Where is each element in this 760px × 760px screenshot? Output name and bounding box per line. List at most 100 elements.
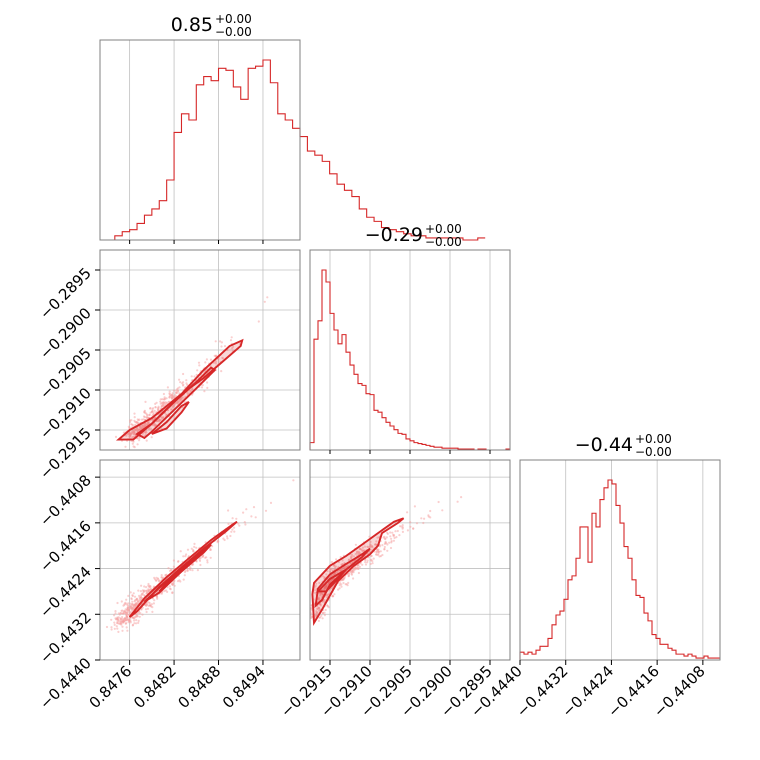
scatter-point — [366, 559, 369, 562]
scatter-point — [126, 608, 129, 611]
scatter-point — [368, 535, 371, 538]
scatter-point — [132, 424, 135, 427]
scatter-point — [401, 524, 404, 527]
scatter-point — [406, 529, 409, 532]
scatter-point — [205, 358, 208, 361]
scatter-point — [160, 416, 163, 419]
scatter-point — [354, 553, 357, 556]
scatter-point — [168, 585, 171, 588]
scatter-point — [413, 505, 416, 508]
scatter-point — [369, 559, 372, 562]
scatter-point — [174, 394, 177, 397]
scatter-point — [423, 517, 426, 520]
scatter-point — [131, 594, 134, 598]
scatter-point — [406, 511, 409, 514]
scatter-point — [171, 591, 174, 595]
scatter-point — [244, 523, 247, 526]
x-tick-label-0-1: 0.8482 — [130, 662, 180, 712]
scatter-point — [122, 431, 125, 434]
scatter-point — [132, 430, 135, 433]
scatter-point — [338, 587, 341, 590]
scatter-point — [178, 378, 181, 381]
scatter-point — [138, 596, 141, 599]
scatter-point — [132, 435, 135, 438]
scatter-point — [386, 532, 389, 536]
contour-level-0-1 — [135, 366, 217, 440]
scatter-point — [155, 401, 158, 404]
histogram-step-2 — [519, 479, 720, 660]
scatter-point — [388, 541, 391, 544]
scatter-point — [146, 591, 149, 594]
scatter-point — [131, 623, 135, 627]
scatter-point — [142, 415, 146, 418]
scatter-point — [196, 369, 199, 372]
scatter-point — [136, 428, 139, 431]
scatter-point — [317, 596, 320, 599]
scatter-point — [132, 592, 135, 595]
scatter-point — [437, 500, 440, 504]
scatter-point — [233, 526, 236, 529]
scatter-point — [140, 608, 143, 611]
scatter-point — [113, 623, 116, 627]
scatter-point — [120, 600, 123, 603]
scatter-point — [390, 540, 393, 543]
scatter-point — [383, 537, 387, 540]
scatter-point — [233, 530, 236, 533]
scatter-point — [242, 511, 245, 514]
scatter-point — [145, 416, 148, 419]
scatter-point — [326, 583, 329, 586]
scatter-point — [157, 580, 160, 583]
scatter-point — [192, 548, 195, 552]
scatter-point — [138, 594, 141, 598]
histogram-title-plus-0: +0.00 — [215, 12, 252, 26]
scatter-point — [170, 408, 173, 411]
histogram-step-0 — [114, 59, 486, 241]
scatter-point — [157, 420, 160, 423]
scatter-point — [172, 559, 175, 562]
scatter-point — [113, 627, 116, 630]
scatter-point — [326, 570, 329, 573]
scatter-point — [143, 410, 146, 413]
scatter-panel-1-2 — [309, 459, 511, 661]
scatter-point — [364, 561, 367, 564]
scatter-point — [394, 530, 397, 533]
histogram-title-value-1: −0.29 — [365, 224, 423, 246]
scatter-point — [151, 610, 154, 614]
scatter-point — [136, 603, 139, 606]
scatter-point — [157, 405, 160, 408]
scatter-point — [326, 593, 329, 596]
scatter-point — [392, 539, 395, 542]
scatter-point — [314, 584, 317, 588]
scatter-point — [110, 618, 113, 621]
contour-level-0-2 — [151, 401, 190, 435]
scatter-point — [245, 508, 248, 511]
scatter-point — [114, 610, 117, 613]
scatter-point — [321, 593, 324, 596]
scatter-point — [266, 296, 269, 299]
scatter-point — [110, 626, 113, 629]
scatter-point — [121, 616, 124, 619]
scatter-point — [345, 565, 348, 568]
scatter-point — [415, 522, 419, 525]
scatter-point — [131, 442, 134, 445]
scatter-point — [161, 398, 164, 401]
scatter-point — [177, 560, 180, 563]
scatter-point — [163, 398, 166, 401]
scatter-point — [396, 529, 399, 533]
scatter-point — [128, 608, 131, 611]
scatter-point — [190, 375, 193, 378]
scatter-point — [317, 619, 320, 623]
scatter-point — [211, 545, 214, 548]
scatter-point — [186, 383, 189, 386]
scatter-point — [389, 531, 392, 534]
histogram-title-plus-2: +0.00 — [635, 432, 672, 446]
scatter-point — [138, 439, 141, 442]
scatter-point — [376, 536, 379, 539]
scatter-point — [223, 345, 227, 348]
scatter-point — [316, 611, 319, 615]
scatter-point — [146, 607, 149, 610]
scatter-point — [386, 549, 389, 552]
scatter-point — [315, 614, 318, 617]
scatter-point — [131, 604, 134, 607]
scatter-point — [124, 445, 127, 448]
